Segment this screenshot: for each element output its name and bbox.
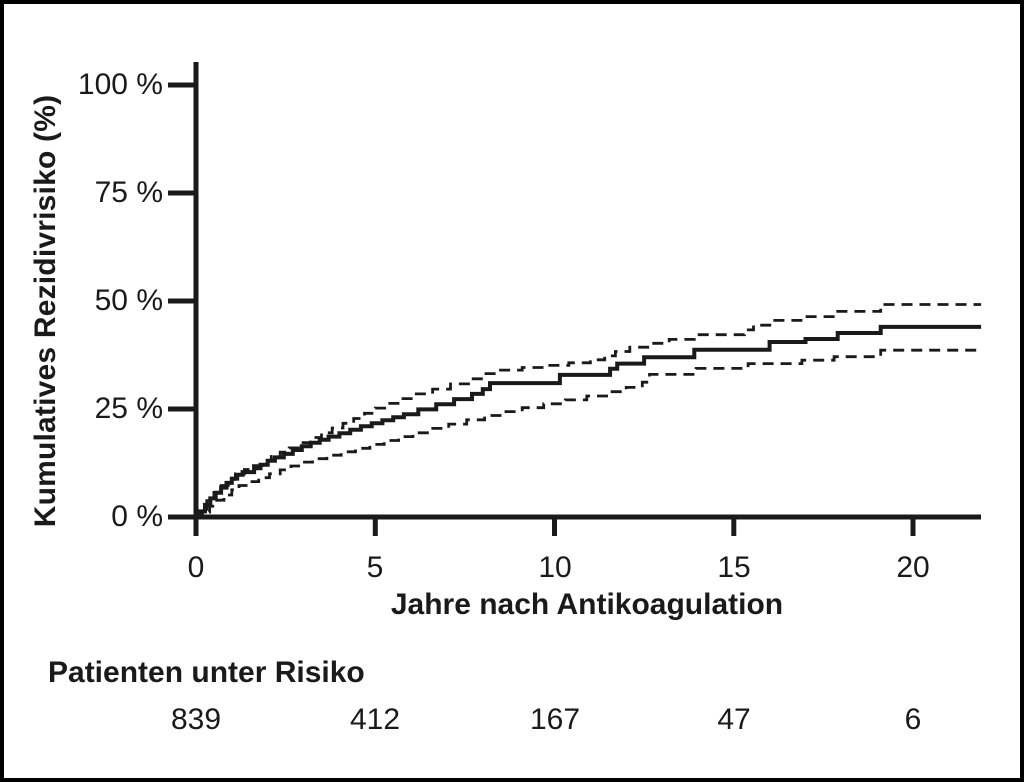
y-tick-label-25: 25 %	[94, 392, 163, 425]
y-tick-label-0: 0 %	[111, 500, 163, 533]
x-tick-marks	[193, 517, 916, 536]
x-tick-label-15: 15	[717, 551, 751, 584]
at-risk-count-year-10: 167	[529, 703, 581, 736]
x-tick-label-20: 20	[896, 551, 930, 584]
x-tick-label-0: 0	[187, 551, 205, 584]
at-risk-count-year-5: 412	[349, 703, 401, 736]
y-tick-label-75: 75 %	[94, 176, 163, 209]
at-risk-count-year-15: 47	[717, 703, 751, 736]
at-risk-count-year-20: 6	[904, 703, 922, 736]
x-axis-title: Jahre nach Antikoagulation	[390, 588, 784, 621]
y-tick-marks	[168, 82, 196, 520]
risk-curve	[196, 324, 982, 519]
ci-upper-curve	[196, 303, 982, 519]
at-risk-count-year-0: 839	[170, 703, 222, 736]
x-tick-label-10: 10	[538, 551, 572, 584]
y-tick-label-100: 100 %	[77, 68, 163, 101]
y-tick-label-50: 50 %	[94, 284, 163, 317]
at-risk-title: Patienten unter Risiko	[48, 656, 365, 689]
x-tick-label-5: 5	[366, 551, 384, 584]
ci-lower-curve	[196, 348, 982, 519]
